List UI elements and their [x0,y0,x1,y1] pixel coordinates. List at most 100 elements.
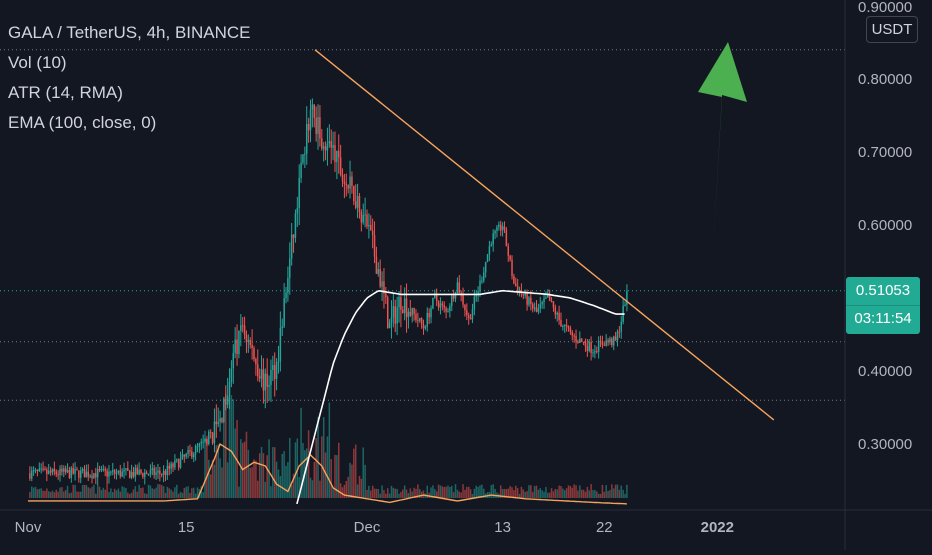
volume-bar [558,485,560,498]
candle-body [466,310,468,316]
candle-body [217,421,219,425]
candle-body [400,297,402,310]
candle-body [507,246,509,256]
volume-bar [108,492,110,498]
volume-bar [366,489,368,498]
candle-body [366,214,368,227]
candle-body [187,450,189,454]
candle-body [315,117,317,134]
volume-bar [96,484,99,498]
volume-bar [70,492,73,498]
volume-bar [234,428,236,498]
volume-bar [428,492,430,498]
volume-bar [594,489,596,498]
volume-bar [371,485,374,498]
volume-bar [368,485,370,498]
volume-bar [601,484,604,498]
volume-bar [275,461,278,498]
time-axis[interactable]: Nov 15 Dec 13 22 2022 [0,509,932,536]
candle-body [202,441,204,443]
volume-bar [620,485,622,498]
bar-countdown: 03:11:54 [846,305,920,332]
volume-bar [377,489,380,498]
candle-body [130,472,133,478]
indicator-atr[interactable]: ATR (14, RMA) [8,83,123,102]
candle-body [234,339,236,354]
volume-bar [266,455,268,498]
volume-bar [417,484,419,498]
volume-bar [324,452,327,498]
volume-bar [451,485,453,498]
symbol-title[interactable]: GALA / TetherUS, 4h, BINANCE [8,23,251,42]
candle-body [377,269,380,274]
grid [0,49,845,401]
volume-bar [226,462,229,498]
volume-bar [573,484,575,498]
candle-body [230,368,233,382]
volume-bar [411,491,413,498]
candle-body [341,174,344,182]
volume-bar [328,402,331,498]
volume-bar [196,487,199,498]
candle-body [185,453,187,457]
volume-bar [479,485,481,498]
candle-body [518,290,521,293]
candle-body [209,431,212,433]
candle-body [85,471,88,478]
volume-bar [228,396,231,498]
candle-body [238,330,240,355]
candle-body [42,468,44,470]
candle-body [594,351,596,353]
volume-bar [618,489,621,498]
candle-body [317,117,319,134]
volume-bar [460,492,462,498]
indicator-volume[interactable]: Vol (10) [8,53,67,72]
volume-bar [422,490,425,498]
candle-body [46,469,48,474]
candle-body [339,157,342,175]
candle-body [336,150,338,163]
volume-bar [569,485,572,498]
currency-unit-button[interactable]: USDT [866,16,918,43]
candle-body [81,469,84,471]
volume-bar [345,480,348,498]
indicator-ema[interactable]: EMA (100, close, 0) [8,113,157,132]
volume-bar [524,491,526,498]
volume-bar [360,478,363,498]
volume-bar [550,488,553,498]
candle-body [108,471,110,477]
candle-body [571,332,574,336]
candle-body [255,359,257,365]
time-tick-label: 13 [494,519,511,536]
candle-body [577,341,579,343]
volume-bar [59,487,61,498]
price-tick-label: 0.30000 [858,436,912,453]
candle-body [95,473,97,478]
volume-bar [176,484,178,498]
volume-bar [277,469,280,498]
candle-body [548,294,551,302]
candle-body [473,296,476,310]
candle-body [368,224,370,227]
candle-body [462,294,464,305]
volume-bar [373,488,376,498]
volume-bar [562,488,564,498]
candle-body [283,298,285,327]
volume-bar [225,393,227,498]
volume-bar [270,486,272,498]
trendline[interactable] [314,49,775,421]
price-axis[interactable]: 0.90000 0.80000 0.70000 0.60000 0.40000 0.300… [844,0,912,550]
candle-body [385,293,387,298]
candle-body [550,301,553,303]
volume-bar [339,483,342,498]
up-arrow[interactable] [698,42,747,252]
candle-body [177,459,180,468]
volume-bar [609,489,611,498]
volume-bar [354,444,357,498]
candle-body [34,469,37,471]
volume-bar [53,492,56,498]
candle-body [390,317,393,323]
volume-bar [264,481,267,498]
